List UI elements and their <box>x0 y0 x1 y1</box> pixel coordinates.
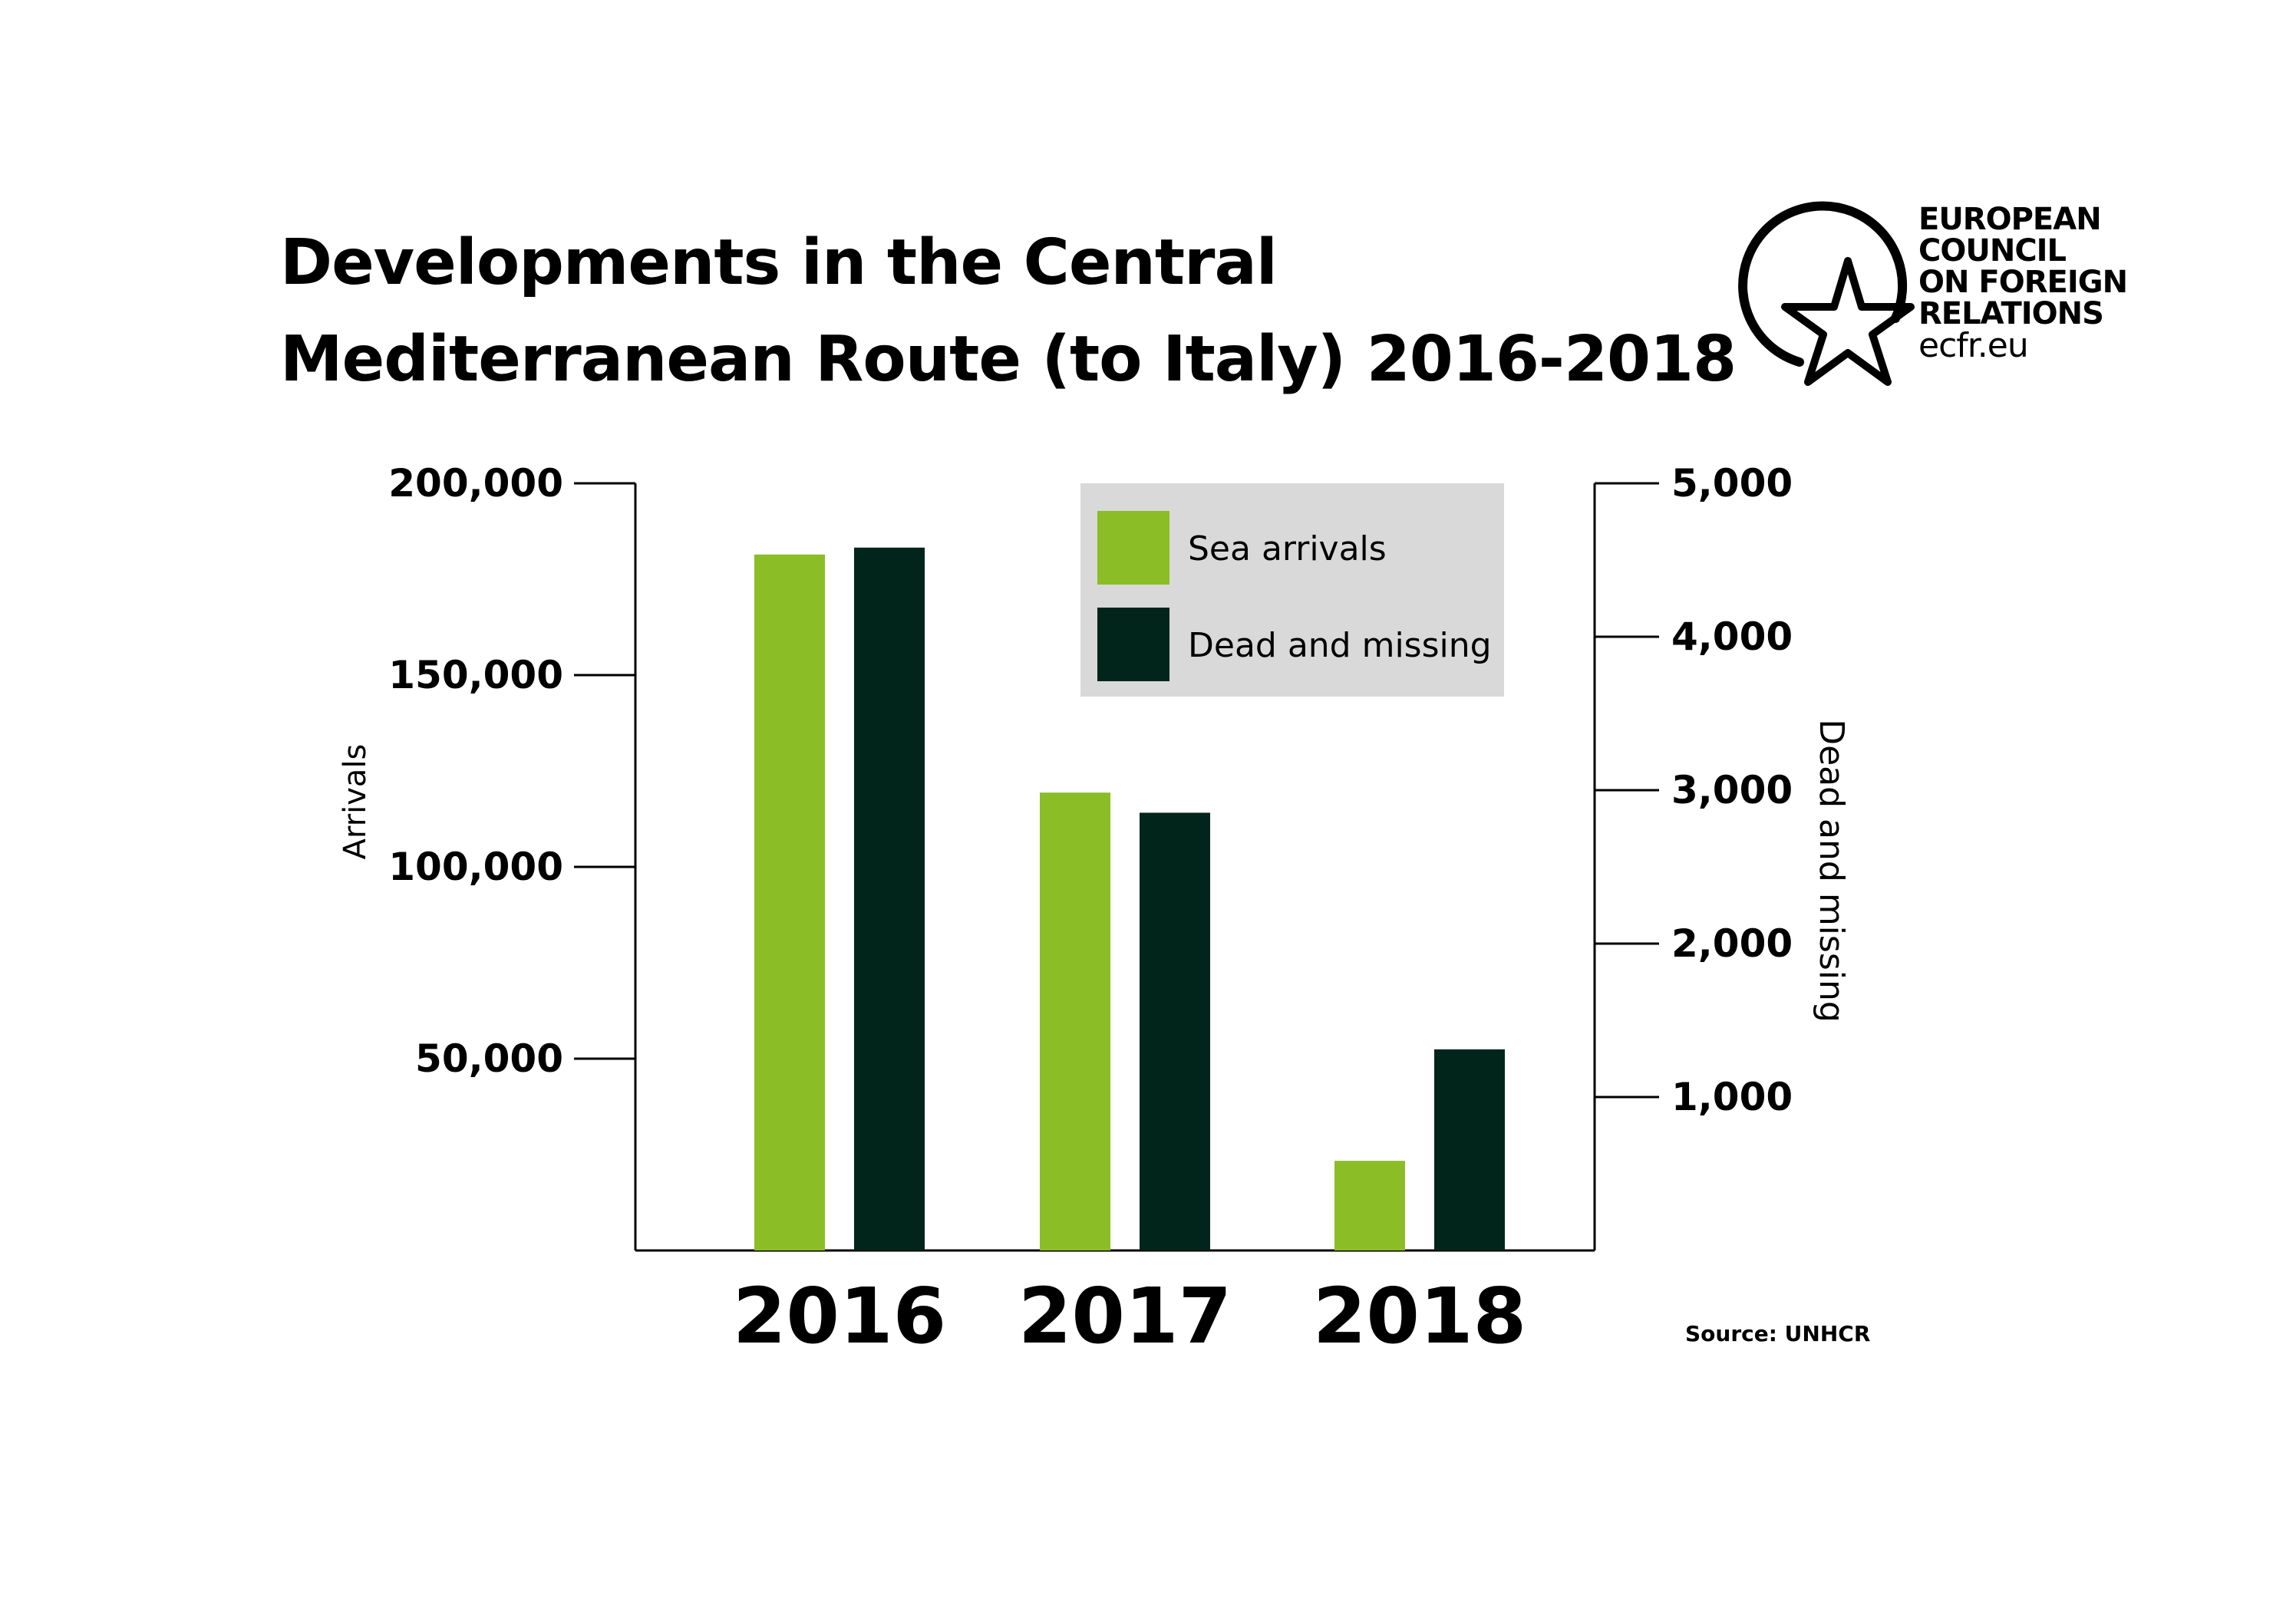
y-tick-label-left: 50,000 <box>415 1036 563 1081</box>
legend-label-sea-arrivals: Sea arrivals <box>1188 529 1387 568</box>
bar-sea-arrivals <box>754 554 825 1250</box>
y-axis-title-left: Arrivals <box>338 744 373 860</box>
y-tick-label-right: 1,000 <box>1671 1075 1793 1119</box>
logo-line-1: EUROPEAN <box>1918 202 2102 237</box>
bar-sea-arrivals <box>1334 1161 1405 1250</box>
legend-swatch-sea-arrivals <box>1097 511 1169 585</box>
title-line-1: Developments in the Central <box>280 226 1278 299</box>
chart-title: Developments in the Central Mediterranea… <box>280 215 1738 408</box>
bar-dead-missing <box>1140 812 1210 1250</box>
legend-swatch-dead-missing <box>1097 608 1169 681</box>
y-tick-label-right: 2,000 <box>1671 921 1793 966</box>
bar-dead-missing <box>1434 1049 1505 1250</box>
legend-label-dead-missing: Dead and missing <box>1188 626 1492 665</box>
x-tick-label: 2016 <box>733 1271 946 1361</box>
y-tick-label-left: 150,000 <box>388 653 563 697</box>
x-tick-label: 2018 <box>1313 1271 1526 1361</box>
y-axis-title-right: Dead and missing <box>1812 719 1851 1023</box>
bar-sea-arrivals <box>1040 792 1110 1250</box>
logo-line-2: COUNCIL <box>1918 233 2067 269</box>
x-tick-label: 2017 <box>1018 1271 1232 1361</box>
source-note: Source: UNHCR <box>1685 1321 1871 1346</box>
y-tick-label-left: 100,000 <box>388 845 563 889</box>
logo-line-3: ON FOREIGN <box>1918 265 2128 300</box>
y-tick-label-right: 4,000 <box>1671 614 1793 659</box>
logo-text: EUROPEAN COUNCIL ON FOREIGN RELATIONS ec… <box>1918 202 2128 365</box>
ecfr-logo: EUROPEAN COUNCIL ON FOREIGN RELATIONS ec… <box>1727 184 2156 399</box>
star-in-circle-icon <box>1738 201 1915 386</box>
title-line-2: Mediterranean Route (to Italy) 2016-2018 <box>280 323 1737 396</box>
y-tick-label-right: 3,000 <box>1671 768 1793 812</box>
logo-line-4: RELATIONS <box>1918 296 2104 331</box>
logo-url: ecfr.eu <box>1918 326 2029 365</box>
y-tick-label-left: 200,000 <box>388 461 563 506</box>
y-tick-label-right: 5,000 <box>1671 461 1793 506</box>
bar-dead-missing <box>854 547 925 1250</box>
